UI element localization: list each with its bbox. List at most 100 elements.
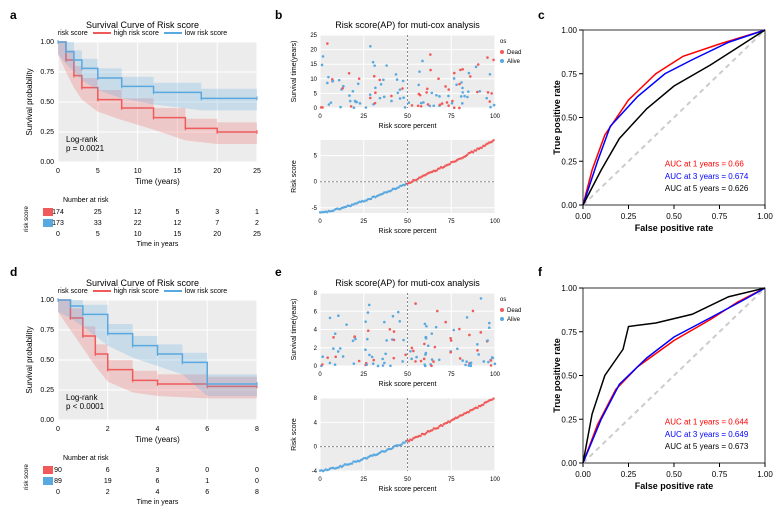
svg-text:Log-rank: Log-rank — [66, 135, 99, 144]
svg-text:0.75: 0.75 — [712, 470, 728, 479]
svg-text:0.75: 0.75 — [40, 327, 54, 334]
svg-text:20: 20 — [213, 168, 221, 175]
svg-text:0.00: 0.00 — [575, 212, 591, 221]
svg-text:12: 12 — [174, 220, 182, 227]
svg-text:Time (years): Time (years) — [135, 435, 180, 444]
svg-text:2: 2 — [106, 489, 110, 496]
svg-text:8: 8 — [314, 291, 318, 297]
svg-text:risk score: risk score — [24, 206, 30, 232]
svg-text:0: 0 — [56, 489, 60, 496]
svg-text:0.00: 0.00 — [40, 159, 54, 166]
svg-text:Risk score: Risk score — [291, 418, 298, 451]
svg-text:risk score: risk score — [24, 464, 30, 490]
svg-text:0.75: 0.75 — [561, 70, 577, 79]
svg-text:0.00: 0.00 — [575, 470, 591, 479]
svg-text:15: 15 — [174, 231, 182, 238]
svg-text:2: 2 — [314, 346, 318, 352]
svg-text:Survival probability: Survival probability — [25, 68, 34, 135]
svg-text:25: 25 — [253, 168, 261, 175]
svg-text:0.25: 0.25 — [40, 129, 54, 136]
svg-text:AUC at 5 years = 0.673: AUC at 5 years = 0.673 — [665, 442, 749, 451]
svg-text:8: 8 — [314, 396, 318, 402]
svg-text:0: 0 — [255, 478, 259, 485]
svg-text:10: 10 — [134, 168, 142, 175]
svg-text:p = 0.0021: p = 0.0021 — [66, 144, 105, 153]
svg-text:5: 5 — [314, 91, 318, 97]
svg-text:50: 50 — [404, 114, 411, 120]
panel-label-f: f — [538, 265, 542, 279]
svg-text:33: 33 — [94, 220, 102, 227]
roc-panel-1: 0.000.000.250.250.500.500.750.751.001.00… — [548, 20, 773, 240]
svg-text:-5: -5 — [312, 206, 318, 212]
svg-text:7: 7 — [215, 220, 219, 227]
svg-text:173: 173 — [52, 220, 64, 227]
svg-text:Survival probability: Survival probability — [25, 326, 34, 393]
svg-text:1.00: 1.00 — [757, 212, 773, 221]
km1-legend-title: risk score — [58, 30, 88, 37]
svg-text:0.00: 0.00 — [561, 459, 577, 468]
svg-text:25: 25 — [310, 33, 317, 39]
scatter2-title: Risk score(AP) for muti-cox analysis — [285, 278, 530, 288]
svg-text:25: 25 — [360, 219, 367, 225]
svg-text:25: 25 — [94, 209, 102, 216]
svg-text:20: 20 — [310, 48, 317, 54]
svg-text:4: 4 — [314, 328, 318, 334]
svg-text:0.00: 0.00 — [40, 417, 54, 424]
svg-text:6: 6 — [106, 467, 110, 474]
svg-text:4: 4 — [314, 420, 318, 426]
svg-text:10: 10 — [310, 77, 317, 83]
svg-text:75: 75 — [448, 372, 455, 378]
svg-text:5: 5 — [96, 231, 100, 238]
svg-text:False positive rate: False positive rate — [635, 481, 714, 491]
scatter1-bottom: 0255075100-505Risk scoreRisk score perce… — [285, 135, 530, 235]
svg-text:AUC at 1 years = 0.66: AUC at 1 years = 0.66 — [665, 160, 744, 169]
svg-text:Survival time(years): Survival time(years) — [291, 41, 298, 103]
svg-text:Number at risk: Number at risk — [63, 455, 109, 462]
svg-text:Dead: Dead — [507, 50, 521, 56]
svg-text:Risk score percent: Risk score percent — [379, 486, 437, 493]
svg-text:0.75: 0.75 — [40, 69, 54, 76]
svg-text:True positive rate: True positive rate — [552, 338, 562, 413]
svg-text:25: 25 — [360, 477, 367, 483]
scatter1-top: 02550751000510152025Survival time(years)… — [285, 30, 530, 130]
svg-text:os: os — [500, 39, 506, 45]
svg-text:0.25: 0.25 — [40, 387, 54, 394]
svg-text:Dead: Dead — [507, 308, 521, 314]
svg-text:1.00: 1.00 — [561, 26, 577, 35]
svg-text:Risk score percent: Risk score percent — [379, 228, 437, 235]
roc2-chart: 0.000.000.250.250.500.500.750.751.001.00… — [548, 278, 773, 493]
svg-text:75: 75 — [448, 219, 455, 225]
svg-text:0.50: 0.50 — [40, 99, 54, 106]
km2-legend-high-text: high risk score — [114, 288, 159, 295]
svg-text:5: 5 — [96, 168, 100, 175]
svg-text:0.75: 0.75 — [712, 212, 728, 221]
scatter2-bottom: 0255075100-4048Risk scoreRisk score perc… — [285, 393, 530, 493]
svg-text:0: 0 — [318, 372, 322, 378]
svg-text:0.00: 0.00 — [561, 201, 577, 210]
svg-text:Log-rank: Log-rank — [66, 393, 99, 402]
svg-text:3: 3 — [215, 209, 219, 216]
svg-text:0.25: 0.25 — [561, 415, 577, 424]
svg-text:-4: -4 — [312, 469, 318, 475]
km2-risktable: Number at risk906300891961002468Time in … — [20, 450, 265, 508]
svg-text:Time in years: Time in years — [137, 241, 179, 248]
km1-chart: 05101520250.000.250.500.751.00Log-rankp … — [20, 37, 265, 187]
svg-text:100: 100 — [490, 477, 501, 483]
svg-text:50: 50 — [404, 219, 411, 225]
svg-text:4: 4 — [156, 426, 160, 433]
svg-text:Risk score: Risk score — [291, 160, 298, 193]
svg-text:6: 6 — [205, 426, 209, 433]
svg-text:os: os — [500, 297, 506, 303]
svg-text:AUC at 5 years = 0.626: AUC at 5 years = 0.626 — [665, 184, 749, 193]
svg-text:0: 0 — [318, 477, 322, 483]
svg-text:75: 75 — [448, 477, 455, 483]
svg-text:22: 22 — [134, 220, 142, 227]
svg-text:0: 0 — [56, 426, 60, 433]
svg-text:Survival time(years): Survival time(years) — [291, 299, 298, 361]
svg-text:100: 100 — [490, 219, 501, 225]
km2-legend-high-swatch — [93, 290, 111, 292]
svg-text:0: 0 — [318, 219, 322, 225]
km-panel-2: Survival Curve of Risk score risk score … — [20, 278, 265, 513]
svg-text:0.50: 0.50 — [561, 372, 577, 381]
svg-text:1.00: 1.00 — [561, 284, 577, 293]
